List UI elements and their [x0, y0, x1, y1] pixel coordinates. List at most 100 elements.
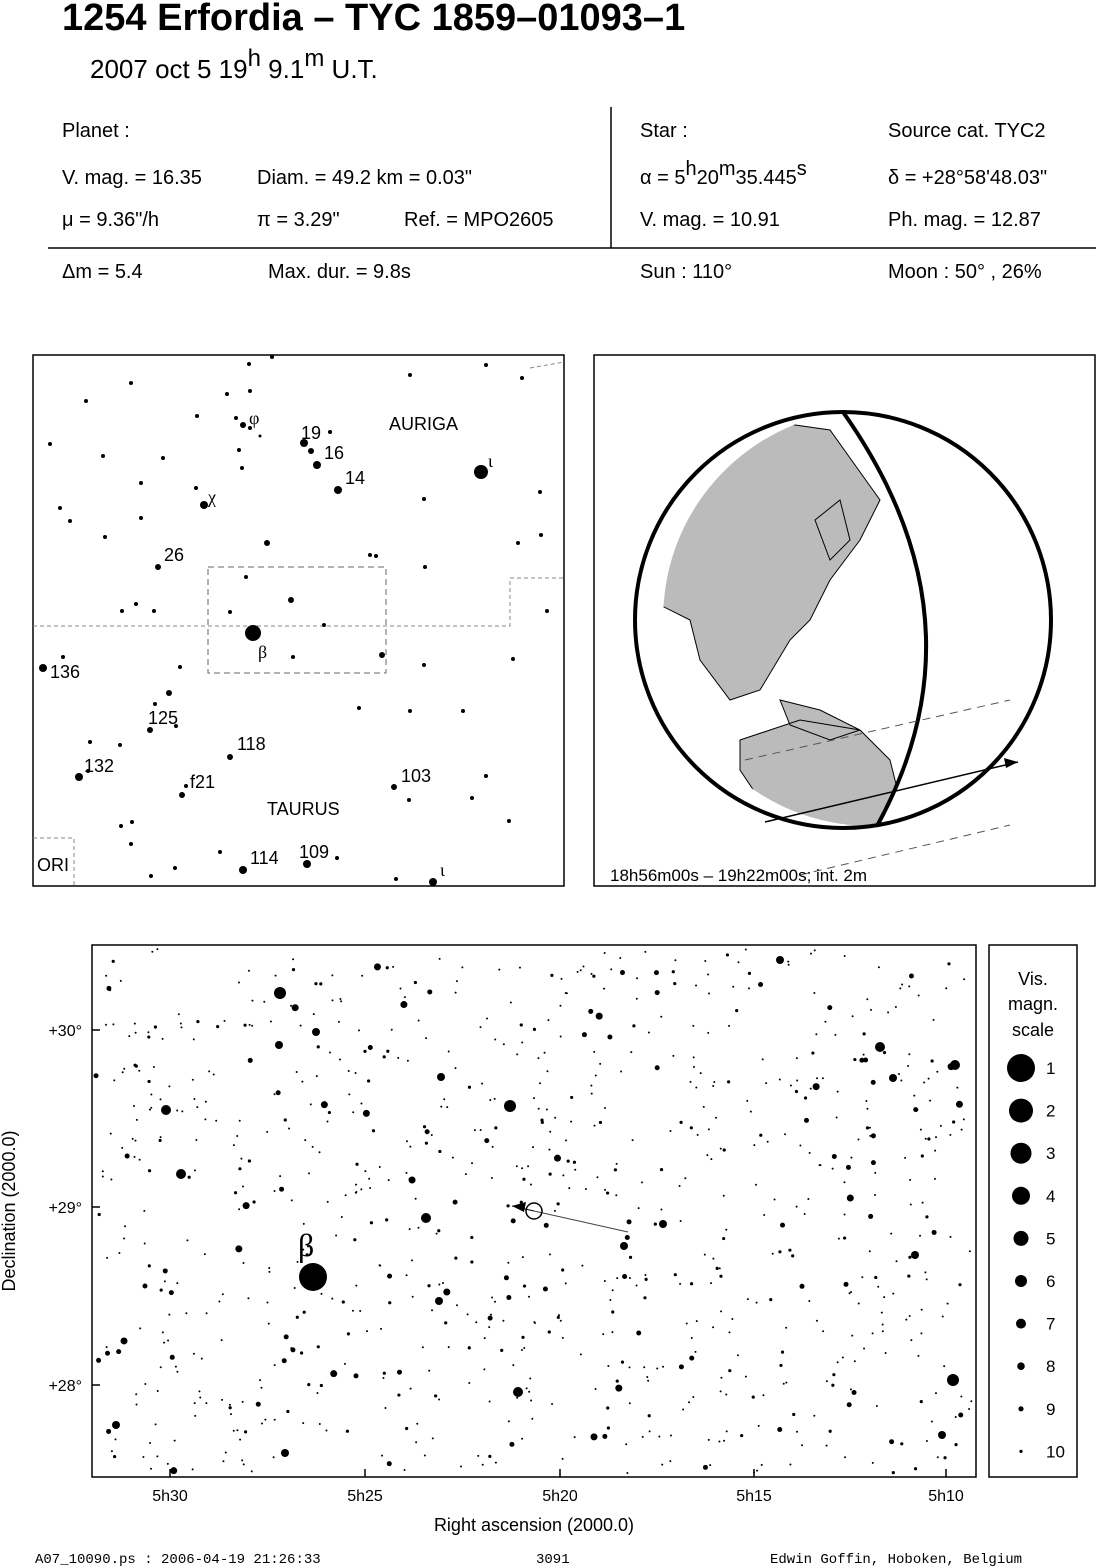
- star: [405, 1171, 408, 1174]
- star-label: 14: [345, 468, 365, 488]
- star: [803, 1212, 806, 1215]
- star: [184, 784, 188, 788]
- star: [153, 702, 157, 706]
- star: [551, 1402, 554, 1405]
- star: [421, 1213, 431, 1223]
- star: [379, 652, 385, 658]
- star: [871, 1461, 874, 1464]
- star: [516, 1396, 519, 1399]
- star: [316, 1045, 320, 1049]
- star: [640, 1181, 643, 1184]
- star: [659, 1167, 664, 1172]
- star: [907, 1064, 910, 1067]
- y-tick-label: +30°: [48, 1023, 82, 1040]
- star: [151, 950, 154, 953]
- star: [710, 1158, 713, 1161]
- star: [304, 1139, 307, 1142]
- star: [168, 1085, 171, 1088]
- boundary: [33, 361, 565, 886]
- star: [955, 1100, 963, 1108]
- star: [930, 1059, 934, 1063]
- star: [58, 506, 62, 510]
- star: [318, 1151, 321, 1154]
- star: [494, 1038, 497, 1041]
- star: [163, 1341, 166, 1344]
- star: [715, 1116, 718, 1119]
- star: [853, 1360, 856, 1363]
- star: [417, 1226, 420, 1229]
- star: [507, 1420, 510, 1423]
- star: [744, 1375, 747, 1378]
- star: [327, 1110, 332, 1115]
- star: [807, 1197, 810, 1200]
- star: [870, 1079, 876, 1085]
- path-limit: [744, 699, 1011, 876]
- star: [382, 1371, 386, 1375]
- footer-author: Edwin Goffin, Hoboken, Belgium: [770, 1552, 1022, 1568]
- star: [529, 1183, 532, 1186]
- star-label: 19: [301, 423, 321, 443]
- star: [562, 1174, 565, 1177]
- star: [491, 1145, 494, 1148]
- star: [181, 1110, 184, 1113]
- star: [620, 1360, 625, 1364]
- motion-track: [511, 1205, 535, 1212]
- star: [348, 1093, 351, 1096]
- star: [706, 1154, 709, 1157]
- star: [869, 1134, 872, 1137]
- star: [75, 773, 83, 781]
- star: [399, 987, 402, 990]
- star: [176, 1282, 179, 1285]
- star: [960, 1395, 963, 1398]
- star: [143, 1242, 146, 1245]
- star: [134, 602, 138, 606]
- star: [291, 655, 295, 659]
- star: [147, 1264, 151, 1268]
- star: [428, 1369, 431, 1372]
- star: [384, 1406, 387, 1409]
- star: [606, 1426, 610, 1430]
- star: [735, 1009, 739, 1013]
- star: [264, 540, 270, 546]
- star: [228, 1403, 231, 1406]
- star: [628, 1366, 631, 1369]
- star: [367, 1044, 373, 1050]
- star: [835, 1116, 838, 1119]
- legend-label: 2: [1046, 1102, 1055, 1121]
- star: [326, 1200, 329, 1203]
- star: [808, 1299, 811, 1302]
- star: [796, 1079, 799, 1082]
- star: [509, 1001, 512, 1004]
- star: [392, 965, 395, 968]
- x-axis-label: Right ascension (2000.0): [434, 1515, 634, 1535]
- star: [423, 565, 427, 569]
- legend-dot: [1009, 1098, 1033, 1123]
- star: [512, 1364, 515, 1367]
- star: [268, 1270, 271, 1273]
- star: [170, 1467, 178, 1475]
- star: [658, 1435, 661, 1438]
- star: [913, 1467, 918, 1471]
- star: [592, 974, 596, 978]
- star: [118, 1252, 121, 1255]
- star: [345, 1429, 350, 1433]
- star: [579, 969, 582, 972]
- star: [203, 1253, 206, 1256]
- star: [889, 1439, 895, 1445]
- star: [314, 982, 318, 986]
- star: [427, 989, 433, 995]
- star: [519, 1200, 523, 1204]
- star: [917, 994, 920, 997]
- star: [408, 1228, 411, 1231]
- y-tick-label: +28°: [48, 1378, 82, 1395]
- star: [598, 1120, 603, 1125]
- star: [248, 1023, 251, 1026]
- star: [815, 1319, 818, 1322]
- star: [831, 1167, 834, 1170]
- star-label: χ: [207, 487, 216, 507]
- star: [579, 1353, 582, 1356]
- star-label: 109: [299, 842, 329, 862]
- star: [825, 1380, 828, 1383]
- star: [124, 1153, 130, 1159]
- star: [397, 1393, 401, 1397]
